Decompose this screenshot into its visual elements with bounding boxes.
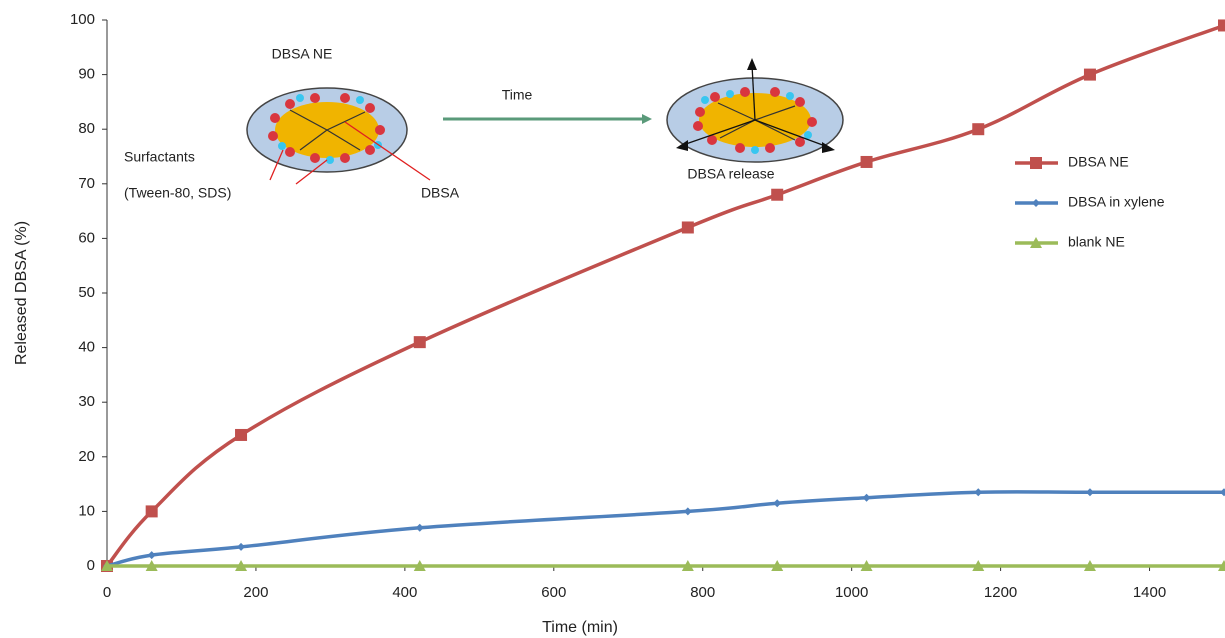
marker: [1086, 488, 1094, 496]
chart: 0102030405060708090100020040060080010001…: [0, 0, 1225, 638]
legend-label: blank NE: [1068, 234, 1125, 250]
y-tick-label: 0: [87, 557, 95, 574]
marker: [237, 543, 245, 551]
x-tick-label: 0: [103, 584, 111, 601]
marker: [972, 123, 984, 135]
annotation: DBSA NE: [272, 46, 333, 62]
marker: [773, 499, 781, 507]
series-line: [107, 492, 1224, 566]
y-tick-label: 10: [78, 502, 95, 519]
legend-label: DBSA NE: [1068, 154, 1129, 170]
y-tick-label: 50: [78, 284, 95, 301]
marker: [414, 336, 426, 348]
annotation: DBSA release: [687, 166, 774, 182]
x-tick-label: 800: [690, 584, 715, 601]
marker: [235, 429, 247, 441]
time-arrowhead: [642, 114, 652, 124]
y-tick-label: 60: [78, 229, 95, 246]
marker: [1220, 488, 1225, 496]
marker: [416, 524, 424, 532]
x-tick-label: 1000: [835, 584, 868, 601]
y-tick-label: 90: [78, 66, 95, 83]
y-tick-label: 30: [78, 393, 95, 410]
y-tick-label: 70: [78, 175, 95, 192]
annotation: Time: [502, 87, 533, 103]
marker: [682, 221, 694, 233]
marker: [771, 189, 783, 201]
marker: [1032, 199, 1040, 207]
y-tick-label: 80: [78, 120, 95, 137]
marker: [1084, 69, 1096, 81]
x-tick-label: 600: [541, 584, 566, 601]
y-tick-label: 40: [78, 339, 95, 356]
y-tick-label: 20: [78, 448, 95, 465]
marker: [863, 494, 871, 502]
annotation: Surfactants: [124, 149, 195, 165]
x-axis-label: Time (min): [542, 619, 618, 636]
marker: [1218, 19, 1225, 31]
marker: [974, 488, 982, 496]
marker: [146, 505, 158, 517]
y-axis-label: Released DBSA (%): [13, 221, 30, 365]
annotation: (Tween-80, SDS): [124, 185, 231, 201]
marker: [148, 551, 156, 559]
legend-label: DBSA in xylene: [1068, 194, 1165, 210]
annotation: DBSA: [421, 185, 460, 201]
x-tick-label: 400: [392, 584, 417, 601]
marker: [861, 156, 873, 168]
x-tick-label: 1400: [1133, 584, 1166, 601]
marker: [684, 507, 692, 515]
x-tick-label: 200: [243, 584, 268, 601]
x-tick-label: 1200: [984, 584, 1017, 601]
marker: [1030, 157, 1042, 169]
y-tick-label: 100: [70, 11, 95, 28]
